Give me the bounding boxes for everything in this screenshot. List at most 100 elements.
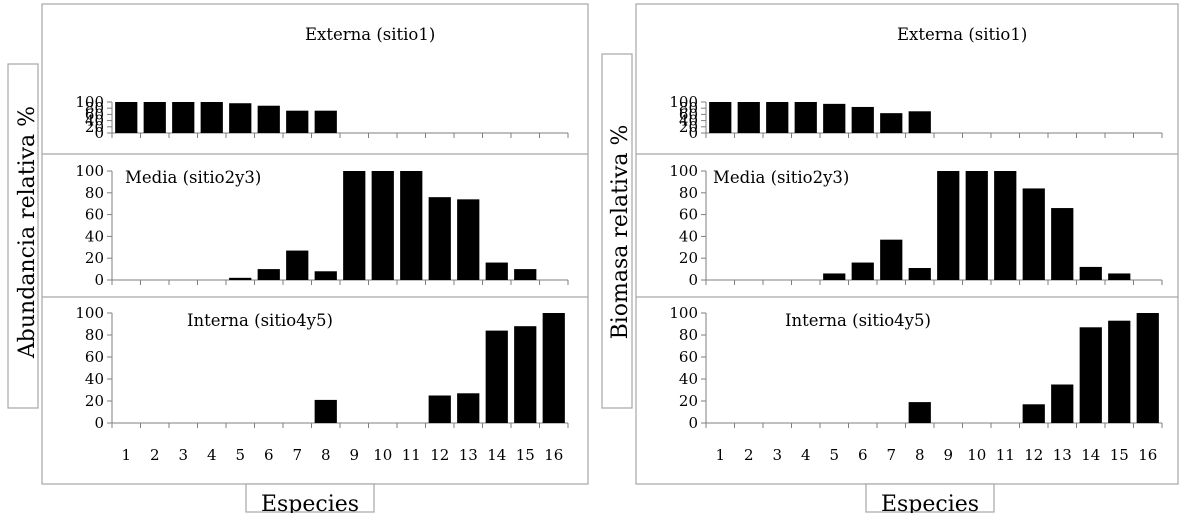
x-tick-label: 5 xyxy=(235,446,245,464)
x-tick-label: 9 xyxy=(943,446,953,464)
y-tick-label: 80 xyxy=(85,99,104,117)
bar xyxy=(257,105,280,133)
y-tick-label: 40 xyxy=(679,227,698,245)
y-tick-label: 20 xyxy=(679,392,698,410)
subplot-2: 0 20 40 60 80 100 Media (sitio2y3) xyxy=(669,162,1163,289)
bar xyxy=(908,111,931,133)
x-tick-label: 5 xyxy=(829,446,839,464)
bar xyxy=(1022,188,1045,280)
bar xyxy=(286,250,309,280)
x-tick-label: 11 xyxy=(402,446,421,464)
x-tick-label: 16 xyxy=(544,446,563,464)
y-axis-label: Biomasa relativa % xyxy=(608,125,633,340)
y-tick-label: 80 xyxy=(85,184,104,202)
bar xyxy=(428,395,451,423)
y-tick-label: 0 xyxy=(94,124,104,142)
bar xyxy=(485,330,508,423)
bar xyxy=(514,326,537,423)
x-tick-label: 13 xyxy=(459,446,478,464)
x-tick-label: 6 xyxy=(858,446,868,464)
bar xyxy=(314,399,337,423)
y-tick-label: 0 xyxy=(688,271,698,289)
y-tick-label: 100 xyxy=(669,304,698,322)
x-tick-label: 15 xyxy=(516,446,535,464)
y-tick-label: 80 xyxy=(85,326,104,344)
y-tick-label: 40 xyxy=(85,370,104,388)
bar xyxy=(257,269,280,280)
y-tick-label: 80 xyxy=(679,184,698,202)
x-tick-label: 9 xyxy=(349,446,359,464)
y-tick-label: 60 xyxy=(85,206,104,224)
bar xyxy=(709,102,732,133)
bar xyxy=(542,313,565,423)
x-tick-label: 14 xyxy=(487,446,506,464)
bar xyxy=(514,269,537,280)
subplot-title: Media (sitio2y3) xyxy=(125,168,261,187)
y-tick-label: 100 xyxy=(669,93,698,111)
bar xyxy=(428,197,451,280)
x-tick-label: 6 xyxy=(264,446,274,464)
bar xyxy=(1136,313,1159,423)
bar xyxy=(457,393,480,423)
bar xyxy=(965,171,988,280)
subplot-title: Externa (sitio1) xyxy=(305,25,435,44)
y-tick-label: 20 xyxy=(85,249,104,267)
bar xyxy=(823,273,846,280)
bar xyxy=(994,171,1017,280)
x-tick-label: 1 xyxy=(121,446,131,464)
x-tick-label: 11 xyxy=(996,446,1015,464)
bar xyxy=(823,103,846,133)
y-tick-label: 60 xyxy=(679,206,698,224)
x-tick-label: 2 xyxy=(150,446,160,464)
x-tick-label: 16 xyxy=(1138,446,1157,464)
bar xyxy=(172,102,195,133)
x-tick-label: 2 xyxy=(744,446,754,464)
x-tick-label: 13 xyxy=(1053,446,1072,464)
y-label-box xyxy=(7,63,39,409)
bar xyxy=(1079,327,1102,423)
y-tick-label: 40 xyxy=(679,112,698,130)
subplot-title: Media (sitio2y3) xyxy=(713,168,849,187)
y-tick-label: 20 xyxy=(85,118,104,136)
bar xyxy=(766,102,789,133)
y-tick-label: 0 xyxy=(94,414,104,432)
bar xyxy=(1079,266,1102,280)
bar xyxy=(880,239,903,280)
x-tick-label: 12 xyxy=(1024,446,1043,464)
subplot-title: Interna (sitio4y5) xyxy=(187,311,333,330)
x-tick-label: 1 xyxy=(715,446,725,464)
y-tick-label: 40 xyxy=(85,112,104,130)
bar xyxy=(200,102,223,133)
y-tick-label: 100 xyxy=(75,93,104,111)
bar xyxy=(286,110,309,133)
y-tick-label: 20 xyxy=(679,118,698,136)
bar xyxy=(314,271,337,280)
x-tick-label: 7 xyxy=(292,446,302,464)
x-tick-label: 10 xyxy=(373,446,392,464)
bar xyxy=(851,106,874,133)
subplot-2: 0 20 40 60 80 100 Media (sitio2y3) xyxy=(75,162,569,289)
bar xyxy=(1051,208,1074,280)
x-tick-label: 4 xyxy=(207,446,217,464)
x-tick-label: 3 xyxy=(772,446,782,464)
bar xyxy=(937,171,960,280)
y-tick-label: 60 xyxy=(679,105,698,123)
y-tick-label: 40 xyxy=(679,370,698,388)
bar xyxy=(737,102,760,133)
y-tick-label: 60 xyxy=(85,105,104,123)
x-tick-label: 10 xyxy=(967,446,986,464)
x-tick-label: 15 xyxy=(1110,446,1129,464)
y-label-box xyxy=(601,53,633,409)
bar xyxy=(1108,273,1131,280)
y-tick-label: 40 xyxy=(85,227,104,245)
bar xyxy=(400,171,423,280)
x-tick-label: 4 xyxy=(801,446,811,464)
bar xyxy=(314,110,337,133)
y-tick-label: 100 xyxy=(75,304,104,322)
bar xyxy=(1022,404,1045,423)
x-tick-label: 3 xyxy=(178,446,188,464)
